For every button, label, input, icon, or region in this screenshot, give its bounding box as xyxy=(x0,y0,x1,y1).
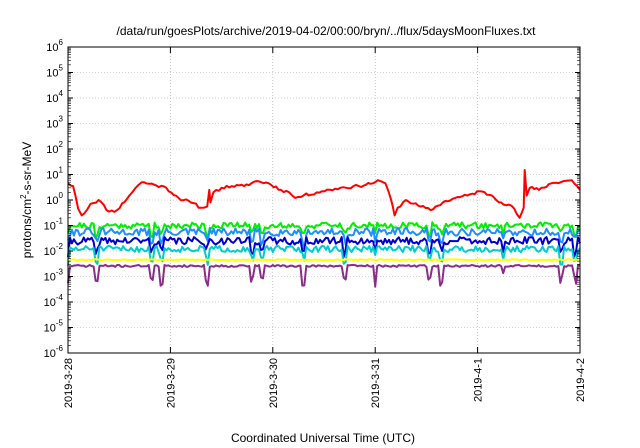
series-line xyxy=(67,244,581,267)
series-line xyxy=(67,263,581,288)
y-tick-label: 10-4 xyxy=(44,293,64,309)
y-tick-label: 102 xyxy=(46,140,63,156)
chart-title: /data/run/goesPlots/archive/2019-04-02/0… xyxy=(117,24,537,38)
series-lines xyxy=(67,169,581,288)
series-line xyxy=(67,221,581,240)
y-axis-title-sup: 2 xyxy=(19,194,28,199)
y-tick-label: 10-1 xyxy=(44,217,64,233)
x-tick-label: 2019-4-1 xyxy=(473,358,485,402)
series-line xyxy=(67,227,581,251)
x-tick-label: 2019-3-29 xyxy=(165,358,177,408)
x-axis-title: Coordinated Universal Time (UTC) xyxy=(231,431,415,445)
y-tick-label: 10-3 xyxy=(44,268,64,284)
y-tick-label: 100 xyxy=(46,191,63,207)
y-tick-label: 10-6 xyxy=(44,344,64,360)
grid-lines xyxy=(68,47,580,353)
x-tick-label: 2019-4-2 xyxy=(575,358,587,402)
y-ticks: 10-6 10-5 10-4 10-3 10-2 10-1 100 101 102 103 104 1… xyxy=(44,38,580,360)
x-ticks: 2019-3-28 2019-3-29 2019-3-30 2019-3-31 2019… xyxy=(63,47,587,408)
y-tick-label: 104 xyxy=(46,89,63,105)
x-tick-label: 2019-3-28 xyxy=(63,358,75,408)
y-tick-label: 106 xyxy=(46,38,63,54)
y-tick-label: 103 xyxy=(46,115,63,131)
x-tick-label: 2019-3-30 xyxy=(268,358,280,408)
y-tick-label: 10-2 xyxy=(44,242,64,258)
x-tick-label: 2019-3-31 xyxy=(370,358,382,408)
series-line xyxy=(67,236,581,259)
series-line xyxy=(67,258,581,262)
y-tick-label: 10-5 xyxy=(44,319,64,335)
y-axis-title-pre: protons/cm xyxy=(20,199,34,258)
y-tick-label: 101 xyxy=(46,166,63,182)
y-axis-title-post: -s-sr-MeV xyxy=(20,142,34,195)
y-tick-label: 105 xyxy=(46,64,63,80)
series-line xyxy=(67,169,581,219)
y-axis-title: protons/cm2-s-sr-MeV xyxy=(19,142,34,258)
